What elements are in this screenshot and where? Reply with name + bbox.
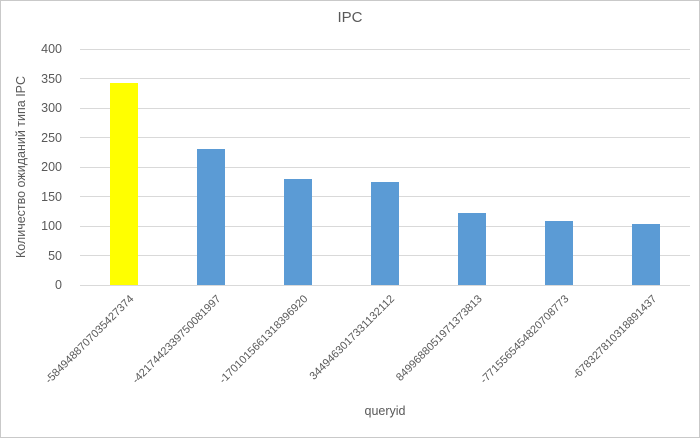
gridline (80, 107, 690, 109)
x-axis-tick-label: -678327810318891437 (569, 293, 659, 382)
bar-8499688051971373813 (458, 213, 487, 285)
gridline (80, 137, 690, 138)
y-axis-tick-label: 100 (41, 219, 62, 233)
chart-title: IPC (337, 9, 363, 26)
x-axis-title: queryid (364, 404, 406, 418)
bar--1701015661318396920 (283, 179, 312, 285)
x-axis-tick-label: 3449463017331132112 (307, 293, 398, 383)
y-axis-tick-label: 300 (41, 101, 62, 115)
y-axis-tick-label: 250 (41, 130, 62, 145)
gridline (80, 48, 690, 50)
y-axis-tick-label: 350 (41, 71, 62, 86)
plot-area (80, 48, 690, 286)
bar--678327810318891437 (632, 223, 661, 285)
x-axis-tick-label: -5849488707035427374 (42, 293, 137, 387)
bar--4217442339750081997 (196, 148, 225, 285)
x-axis-tick-label: -4217442339750081997 (129, 293, 224, 387)
y-axis-tick-label: 200 (41, 160, 62, 174)
gridline (80, 78, 690, 79)
gridline (80, 166, 690, 168)
y-axis-tick-label: 400 (41, 42, 62, 56)
x-axis-tick-label: -7715565454820708773 (478, 293, 572, 387)
bar-3449463017331132112 (371, 182, 399, 285)
gridline (80, 284, 690, 286)
x-axis-tick-label: -1701015661318396920 (217, 293, 311, 387)
y-axis-tick-label: 150 (41, 189, 62, 204)
x-axis-tick-label: 8499688051971373813 (393, 293, 485, 384)
y-axis-tick-label: 0 (55, 278, 62, 292)
bar--7715565454820708773 (545, 221, 574, 285)
y-axis-tick-label: 50 (48, 248, 62, 263)
bar--5849488707035427374 (109, 83, 138, 285)
